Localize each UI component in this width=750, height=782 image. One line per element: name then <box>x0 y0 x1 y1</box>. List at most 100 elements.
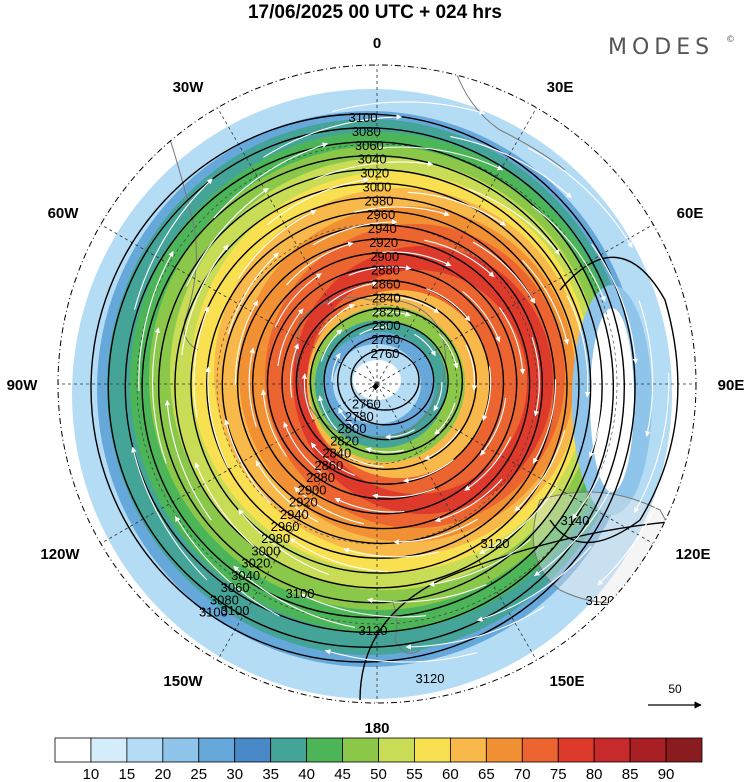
streamline <box>138 251 174 392</box>
streamline <box>334 497 405 513</box>
lon-label-90w: 90W <box>7 377 39 394</box>
lon-label-120w: 120W <box>40 546 80 563</box>
streamline <box>174 515 280 617</box>
contour-label-outer: 3120 <box>359 623 388 638</box>
streamline <box>234 300 259 385</box>
streamline <box>638 300 654 437</box>
streamline <box>414 333 436 357</box>
streamline <box>224 419 272 504</box>
contour-2960 <box>206 210 556 559</box>
contour-label: 3060 <box>221 580 250 595</box>
streamline <box>499 307 526 375</box>
colorbar-swatch <box>90 737 128 763</box>
streamline <box>532 379 556 464</box>
streamline <box>438 333 459 369</box>
colorbar-tick-label: 65 <box>478 766 495 782</box>
streamline <box>367 583 487 604</box>
streamline <box>434 402 456 435</box>
streamline <box>384 429 415 440</box>
streamline <box>331 352 341 383</box>
streamline <box>597 454 677 586</box>
contour-2980 <box>190 196 568 574</box>
streamline <box>354 206 450 217</box>
streamline <box>480 397 507 456</box>
contour-2840 <box>295 293 478 470</box>
streamline <box>164 399 212 521</box>
contour-label: 3000 <box>362 179 391 194</box>
lon-label-90e: 90E <box>718 377 745 394</box>
contour-label-outer: 3120 <box>416 671 445 686</box>
contour-2780 <box>336 335 435 426</box>
streamline <box>289 538 388 573</box>
streamline <box>317 395 338 431</box>
streamline <box>372 488 436 499</box>
contour-label: 2800 <box>338 421 367 436</box>
reference-vector-label: 50 <box>668 682 682 696</box>
contour-2940 <box>221 224 544 545</box>
colorbar-swatch <box>342 737 379 763</box>
contour-3080 <box>107 127 625 648</box>
contour-label: 3100 <box>349 110 378 125</box>
streamline <box>263 114 403 158</box>
streamline <box>428 538 532 587</box>
contour-2820 <box>309 307 464 456</box>
contour-2760 <box>350 349 420 411</box>
meridian-line <box>376 383 654 544</box>
contour-label: 2760 <box>371 346 400 361</box>
longitude-labels: 0 30E 60E 90E 120E 150E 180 150W 120W 90… <box>7 35 745 737</box>
contour-label: 3020 <box>241 556 270 571</box>
contour-label-outer: 3120 <box>586 593 615 608</box>
contour-label: 2820 <box>330 433 359 448</box>
colorbar-swatch <box>126 737 164 763</box>
colorbar-tick-label: 35 <box>262 766 279 782</box>
contour-2860 <box>281 279 491 485</box>
streamline <box>465 344 478 391</box>
streamline <box>193 306 210 418</box>
colorbar-swatch <box>449 737 487 763</box>
colorbar-tick-label: 15 <box>119 766 136 782</box>
colorbar-swatch <box>521 737 559 763</box>
lon-label-60e: 60E <box>677 205 704 222</box>
streamline <box>472 241 536 304</box>
streamline <box>633 372 670 513</box>
latitude-circle <box>296 303 458 465</box>
streamline <box>359 324 390 335</box>
colorbar-tick-label: 30 <box>226 766 243 782</box>
streamline <box>277 308 304 367</box>
streamline <box>381 251 452 267</box>
streamline <box>338 407 360 431</box>
streamline <box>339 450 384 468</box>
streamline <box>152 327 167 464</box>
streamline <box>424 239 495 278</box>
contour-3140 <box>549 256 679 544</box>
lon-label-30w: 30W <box>173 79 205 96</box>
streamline <box>348 265 412 276</box>
contour-labels: 2760276027802780280028002820282028402840… <box>199 110 615 686</box>
lon-label-120e: 120E <box>675 546 710 563</box>
colorbar-swatch <box>665 737 703 763</box>
contour-3060 <box>124 141 615 634</box>
streamline <box>343 547 440 558</box>
contour-label: 2900 <box>298 482 327 497</box>
wind-band-17 <box>353 360 401 400</box>
streamline <box>482 366 492 421</box>
contour-label: 2980 <box>261 531 290 546</box>
map-disc: 2760276027802780280028002820282028402840… <box>58 65 696 703</box>
colorbar-swatch <box>414 737 451 763</box>
streamline <box>566 295 591 398</box>
lon-label-60w: 60W <box>48 205 80 222</box>
streamline <box>426 288 471 322</box>
copyright-mark: © <box>726 35 735 45</box>
meridian-line <box>376 107 537 385</box>
colorbar-tick-label: 45 <box>334 766 351 782</box>
streamline <box>405 606 545 650</box>
meridian-line <box>100 383 378 544</box>
colorbar-swatch <box>198 737 236 763</box>
streamline <box>477 545 592 622</box>
colorbar-swatch <box>54 737 92 763</box>
streamline <box>532 205 606 302</box>
meridian-line <box>217 383 378 661</box>
contour-label: 2780 <box>345 409 374 424</box>
contour-3020 <box>157 168 592 604</box>
contour-label: 3040 <box>231 568 260 583</box>
